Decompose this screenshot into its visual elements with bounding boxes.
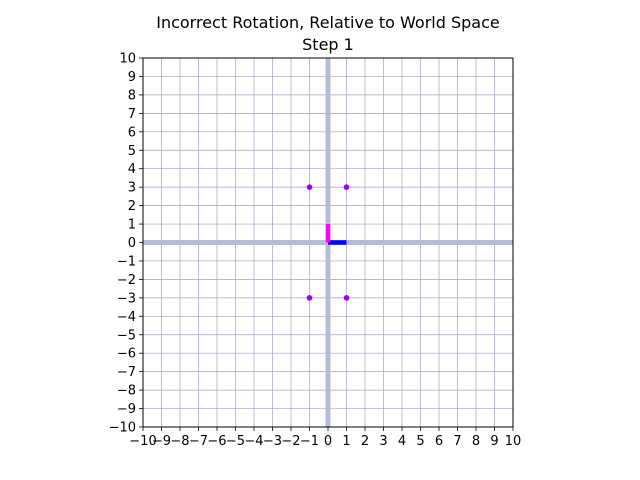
x-tick-label: 6 [435,434,443,449]
x-tick-label: −5 [226,434,245,449]
x-tick-label: −8 [170,434,189,449]
y-tick-label: −5 [117,328,136,343]
y-tick-label: 0 [128,236,136,251]
x-tick-label: −4 [244,434,263,449]
y-tick-label: −2 [117,273,136,288]
y-tick-label: −1 [117,254,136,269]
x-axis-ticks: −10−9 −8 −7 −6 −5 −4 −3 −2 −1 0 1 2 3 4 5 6 7 8 9 10 [129,427,521,449]
x-tick-label: 10 [505,434,522,449]
y-tick-label: −3 [117,291,136,306]
y-tick-label: 9 [128,70,136,85]
y-tick-label: −4 [117,310,136,325]
x-tick-label: 9 [490,434,498,449]
y-tick-label: 3 [128,181,136,196]
points-series [306,184,350,301]
y-tick-label: 10 [119,52,136,67]
scatter-point [306,184,313,190]
x-tick-label: 2 [361,434,369,449]
x-tick-label: −10 [129,434,156,449]
y-tick-label: 4 [128,162,136,177]
y-tick-label: −8 [117,384,136,399]
scatter-point [343,184,350,190]
y-tick-label: −6 [117,347,136,362]
y-tick-label: 5 [128,144,136,159]
chart-title-line-2: Step 1 [302,35,354,54]
x-tick-label: 8 [472,434,480,449]
y-tick-label: −10 [109,421,136,436]
y-tick-label: −7 [117,365,136,380]
x-tick-label: −6 [207,434,226,449]
scatter-point [306,295,313,301]
x-tick-label: −3 [263,434,282,449]
x-tick-label: −2 [281,434,300,449]
x-tick-label: −9 [152,434,171,449]
x-tick-label: 7 [453,434,461,449]
y-tick-label: 1 [128,218,136,233]
x-tick-label: 0 [324,434,332,449]
local-axes [325,224,347,245]
y-tick-label: 8 [128,88,136,103]
x-tick-label: 4 [398,434,406,449]
x-tick-label: −1 [300,434,319,449]
chart-title-line-1: Incorrect Rotation, Relative to World Sp… [156,13,500,32]
scatter-point [343,295,350,301]
y-tick-label: 2 [128,199,136,214]
y-tick-label: 6 [128,125,136,140]
x-tick-label: −7 [189,434,208,449]
x-tick-label: 5 [416,434,424,449]
y-tick-label: −9 [117,402,136,417]
x-tick-label: 1 [342,434,350,449]
y-tick-label: 7 [128,107,136,122]
x-tick-label: 3 [379,434,387,449]
